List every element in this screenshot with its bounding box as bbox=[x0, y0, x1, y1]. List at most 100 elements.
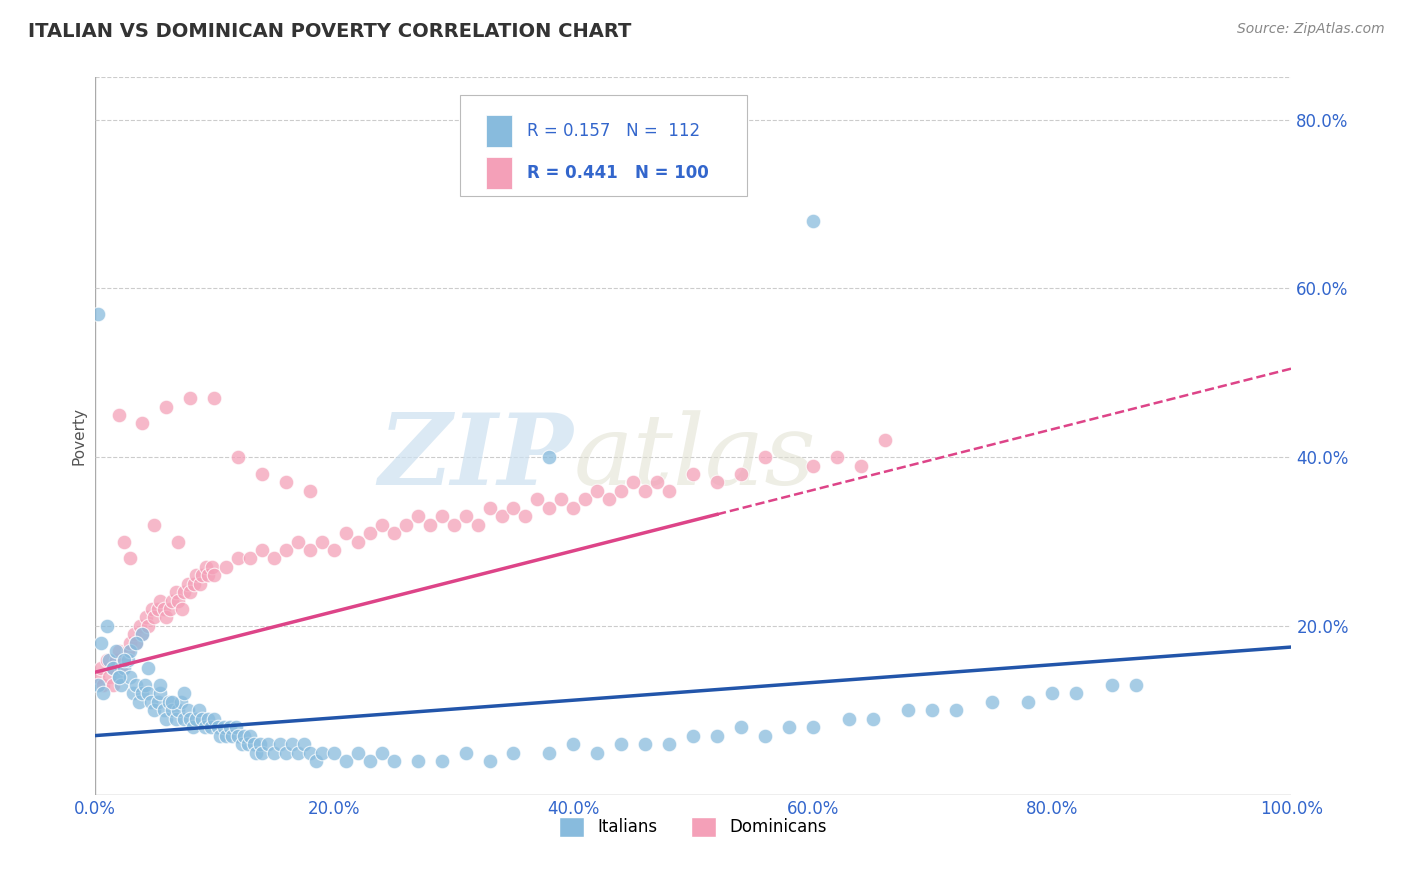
Point bbox=[201, 560, 224, 574]
Point bbox=[754, 729, 776, 743]
Point bbox=[122, 627, 145, 641]
Point bbox=[138, 661, 160, 675]
Point bbox=[323, 543, 346, 558]
Point bbox=[114, 653, 136, 667]
Point bbox=[110, 661, 132, 675]
Point bbox=[981, 695, 1004, 709]
Point bbox=[430, 509, 453, 524]
Point bbox=[167, 593, 190, 607]
Point bbox=[143, 703, 166, 717]
Text: ZIP: ZIP bbox=[378, 409, 574, 506]
Point bbox=[359, 754, 381, 768]
Point bbox=[107, 669, 129, 683]
Point bbox=[406, 509, 429, 524]
Point bbox=[114, 534, 136, 549]
Point bbox=[430, 754, 453, 768]
Point bbox=[491, 509, 513, 524]
Point bbox=[467, 517, 489, 532]
Point bbox=[382, 526, 405, 541]
Point bbox=[226, 729, 249, 743]
Point bbox=[634, 483, 657, 498]
Point bbox=[311, 746, 333, 760]
Point bbox=[598, 492, 620, 507]
Point bbox=[87, 669, 110, 683]
Point bbox=[1017, 695, 1039, 709]
Point bbox=[658, 483, 681, 498]
Point bbox=[274, 475, 297, 490]
Point bbox=[139, 695, 162, 709]
Point bbox=[179, 712, 201, 726]
Point bbox=[135, 610, 157, 624]
Point bbox=[97, 669, 120, 683]
Point bbox=[101, 678, 124, 692]
Point bbox=[849, 458, 872, 473]
Point bbox=[173, 686, 195, 700]
Point bbox=[221, 729, 243, 743]
Point bbox=[122, 686, 145, 700]
Point bbox=[215, 560, 238, 574]
Point bbox=[170, 602, 193, 616]
FancyBboxPatch shape bbox=[460, 95, 747, 195]
Point bbox=[269, 737, 291, 751]
Point bbox=[138, 619, 160, 633]
Point bbox=[371, 517, 394, 532]
Point bbox=[125, 636, 148, 650]
Point bbox=[250, 467, 273, 481]
Point bbox=[143, 517, 166, 532]
Point bbox=[245, 746, 267, 760]
Point bbox=[212, 720, 235, 734]
Point bbox=[443, 517, 465, 532]
Point bbox=[305, 754, 328, 768]
Point bbox=[586, 483, 609, 498]
Point bbox=[526, 492, 548, 507]
Point bbox=[177, 703, 200, 717]
Point bbox=[155, 400, 177, 414]
Point bbox=[292, 737, 315, 751]
Point bbox=[502, 746, 524, 760]
Point bbox=[274, 746, 297, 760]
Point bbox=[202, 391, 225, 405]
Point bbox=[257, 737, 280, 751]
Point bbox=[125, 678, 148, 692]
Point bbox=[159, 602, 181, 616]
Point bbox=[165, 712, 187, 726]
Point bbox=[131, 627, 153, 641]
Point bbox=[155, 712, 177, 726]
Point bbox=[194, 720, 217, 734]
Point bbox=[155, 610, 177, 624]
Text: Source: ZipAtlas.com: Source: ZipAtlas.com bbox=[1237, 22, 1385, 37]
Point bbox=[96, 653, 118, 667]
Point bbox=[197, 712, 219, 726]
Text: R = 0.441   N = 100: R = 0.441 N = 100 bbox=[527, 164, 709, 182]
Point bbox=[1064, 686, 1087, 700]
Point bbox=[200, 720, 222, 734]
Point bbox=[165, 585, 187, 599]
Point bbox=[162, 593, 184, 607]
Point bbox=[105, 653, 128, 667]
Point bbox=[239, 729, 262, 743]
Point bbox=[298, 543, 321, 558]
Point bbox=[515, 509, 537, 524]
Point bbox=[120, 644, 142, 658]
Point bbox=[395, 517, 418, 532]
Point bbox=[586, 746, 609, 760]
Point bbox=[138, 686, 160, 700]
Point bbox=[502, 500, 524, 515]
Point bbox=[110, 678, 132, 692]
Point bbox=[120, 636, 142, 650]
Point bbox=[87, 678, 110, 692]
Point bbox=[621, 475, 644, 490]
Point bbox=[538, 450, 561, 465]
Point bbox=[87, 307, 110, 321]
Point bbox=[101, 661, 124, 675]
Point bbox=[153, 703, 176, 717]
Point bbox=[610, 737, 633, 751]
Point bbox=[131, 417, 153, 431]
Point bbox=[209, 729, 232, 743]
Point bbox=[838, 712, 860, 726]
Point bbox=[682, 467, 704, 481]
Point bbox=[249, 737, 271, 751]
Point bbox=[250, 746, 273, 760]
Point bbox=[117, 653, 139, 667]
Point bbox=[478, 500, 501, 515]
